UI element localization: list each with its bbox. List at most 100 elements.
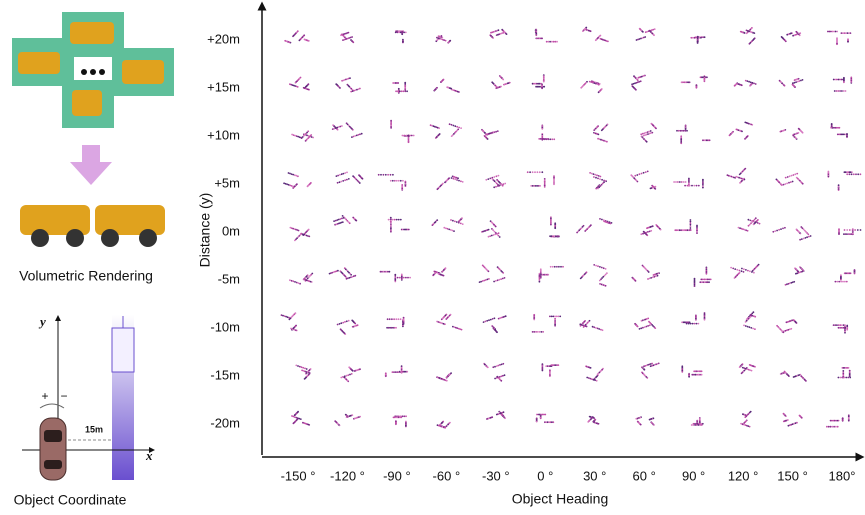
cloud-point (485, 321, 487, 323)
cloud-point (347, 84, 349, 86)
cloud-point (292, 280, 294, 282)
cloud-point (346, 320, 348, 322)
cloud-point (750, 327, 752, 329)
cloud-point (341, 33, 343, 35)
cloud-point (310, 368, 312, 370)
cloud-point (605, 268, 607, 270)
cloud-point (646, 141, 648, 143)
cloud-point (307, 130, 309, 132)
cloud-point (396, 180, 398, 182)
cloud-point (705, 279, 707, 281)
cloud-point (838, 327, 840, 329)
cloud-point (299, 366, 301, 368)
cloud-point (500, 278, 502, 280)
cloud-point (394, 274, 396, 276)
cloud-point (310, 182, 312, 184)
cloud-point (776, 230, 778, 232)
cloud-point (850, 77, 852, 79)
cloud-point (502, 363, 504, 365)
cloud-point (405, 32, 407, 34)
cloud-point (727, 174, 729, 176)
cloud-point (535, 34, 537, 36)
cloud-point (799, 415, 801, 417)
cloud-point (741, 372, 743, 374)
column-label: -30 ° (482, 468, 510, 483)
cloud-point (588, 377, 590, 379)
cloud-point (635, 89, 637, 91)
cloud-point (398, 219, 400, 221)
cloud-point (848, 414, 850, 416)
cloud-point (357, 324, 359, 326)
cloud-point (684, 185, 686, 187)
cloud-point (544, 186, 546, 188)
cloud-point (640, 424, 642, 426)
cloud-point (838, 377, 840, 379)
cloud-point (342, 322, 344, 324)
y-axis-title: Distance (y) (197, 193, 213, 268)
cloud-point (586, 326, 588, 328)
cloud-point (799, 266, 801, 268)
cloud-point (491, 416, 493, 418)
cloud-point (311, 273, 313, 275)
cloud-point (643, 135, 645, 137)
cloud-point (591, 378, 593, 380)
cloud-point (549, 41, 551, 43)
cloud-point (340, 218, 342, 220)
cloud-point (291, 415, 293, 417)
cloud-point (730, 267, 732, 269)
cloud-point (827, 31, 829, 33)
cloud-point (443, 79, 445, 81)
column-label: -90 ° (383, 468, 411, 483)
cloud-point (745, 80, 747, 82)
cloud-point (734, 268, 736, 270)
cloud-point (402, 135, 404, 137)
cloud-point (794, 82, 796, 84)
cloud-point (842, 417, 844, 419)
cloud-point (450, 314, 452, 316)
cloud-point (637, 326, 639, 328)
cloud-point (359, 416, 361, 418)
cloud-point (354, 135, 356, 137)
cloud-point (836, 37, 838, 39)
cloud-point (704, 319, 706, 321)
cloud-point (697, 37, 699, 39)
cloud-point (351, 414, 353, 416)
cloud-point (496, 175, 498, 177)
cloud-point (501, 184, 503, 186)
cloud-point (354, 275, 356, 277)
cloud-point (699, 281, 701, 283)
cloud-point (493, 176, 495, 178)
cloud-point (494, 378, 496, 380)
cloud-point (297, 30, 299, 32)
cloud-point (395, 327, 397, 329)
cloud-point (686, 130, 688, 132)
cloud-point (636, 174, 638, 176)
cloud-point (846, 133, 848, 135)
cloud-point (846, 325, 848, 327)
cloud-point (844, 281, 846, 283)
cloud-point (461, 329, 463, 331)
cloud-point (833, 426, 835, 428)
cloud-point (403, 277, 405, 279)
cloud-point (793, 174, 795, 176)
cloud-point (700, 37, 702, 39)
cloud-point (788, 182, 790, 184)
cloud-point (502, 272, 504, 274)
cloud-point (701, 374, 703, 376)
cloud-point (642, 31, 644, 33)
cloud-point (681, 181, 683, 183)
cloud-point (691, 374, 693, 376)
cloud-point (647, 171, 649, 173)
cloud-point (605, 285, 607, 287)
cloud-point (480, 281, 482, 283)
cloud-point (842, 367, 844, 369)
row-label: -10m (210, 319, 240, 334)
cloud-point (793, 376, 795, 378)
cloud-point (691, 185, 693, 187)
cloud-point (303, 34, 305, 36)
cloud-point (498, 185, 500, 187)
cloud-point (403, 32, 405, 34)
cloud-point (639, 173, 641, 175)
cloud-point (359, 133, 361, 135)
cloud-point (543, 86, 545, 88)
